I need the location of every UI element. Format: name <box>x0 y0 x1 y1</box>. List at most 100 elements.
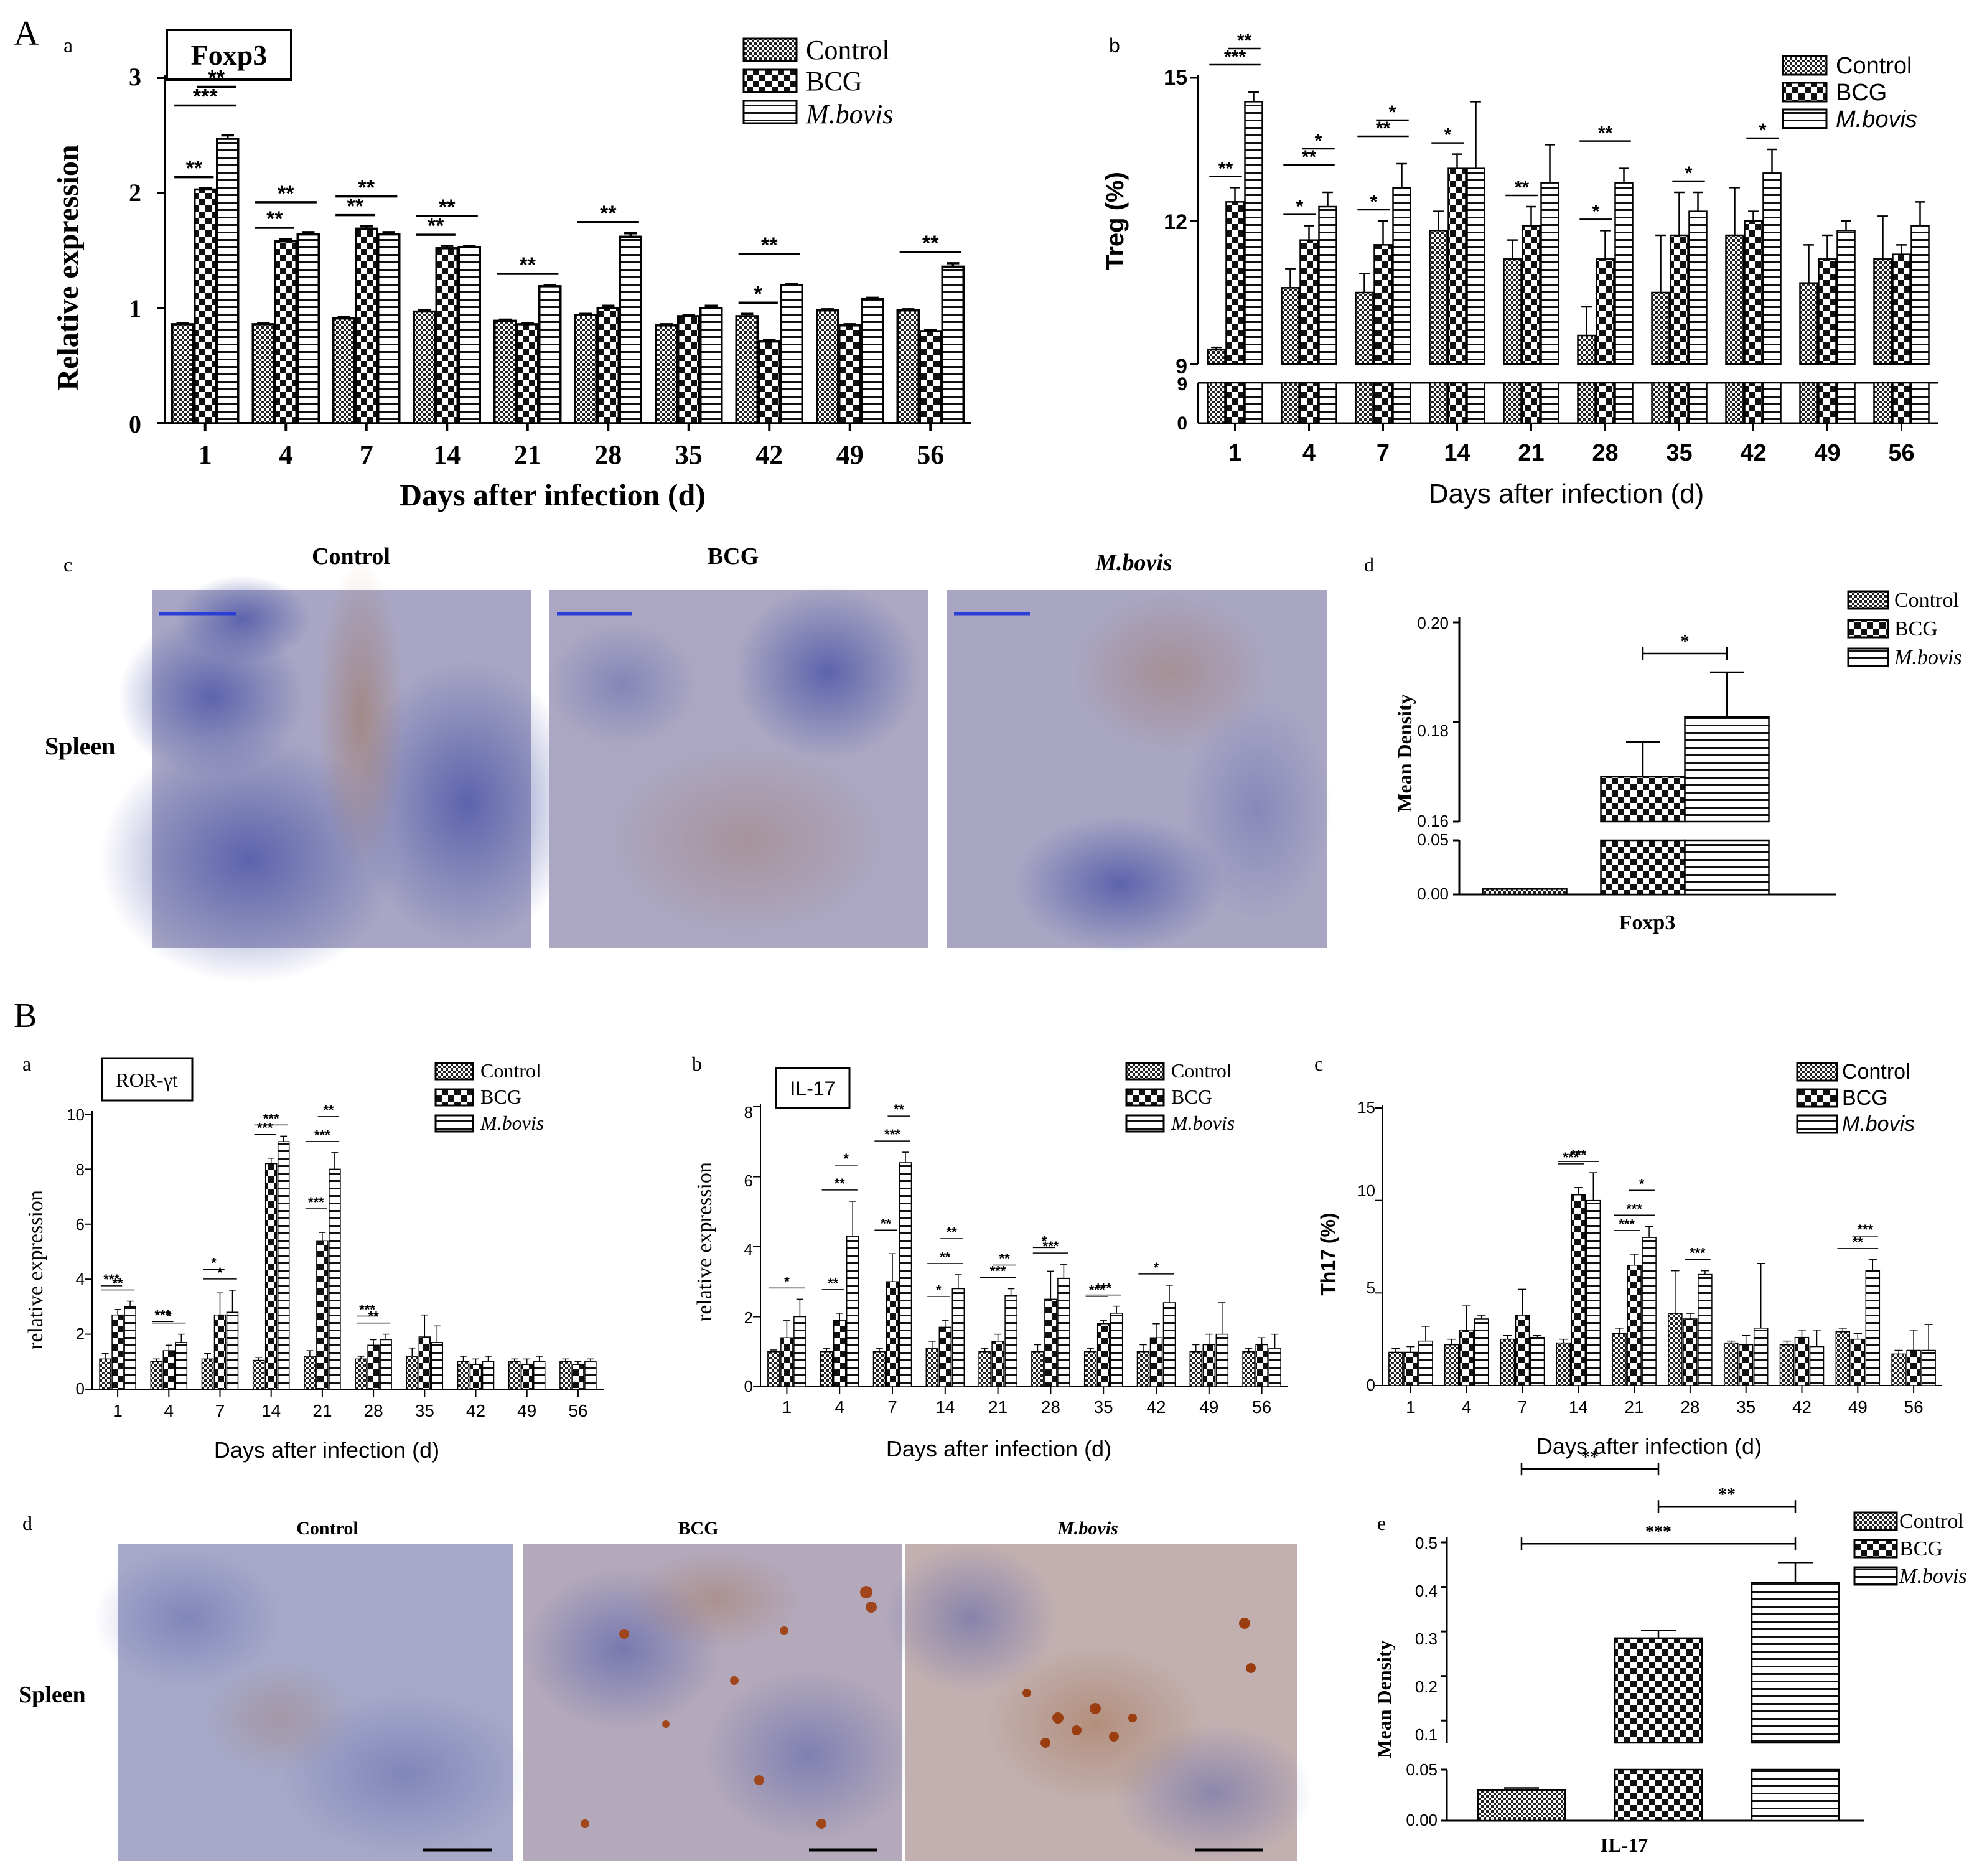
significance-label: *** <box>263 1110 279 1126</box>
y-tick-label: 6 <box>76 1215 85 1234</box>
bar <box>367 1344 380 1390</box>
bar <box>469 1364 482 1390</box>
legend-swatch-bcg <box>1853 1539 1898 1559</box>
x-tick-label: 28 <box>1680 1397 1699 1417</box>
y-axis-label: Mean Density <box>1393 694 1416 812</box>
bar-lower-segment <box>1447 382 1467 424</box>
bar <box>493 319 517 424</box>
bar <box>252 1359 265 1390</box>
bar <box>951 1288 965 1387</box>
significance-label: ** <box>1237 30 1252 51</box>
bar <box>406 1356 419 1390</box>
legend-label: BCG <box>1899 1537 1943 1560</box>
significance-label: * <box>1389 102 1396 123</box>
bar <box>1477 1789 1566 1822</box>
y-tick-label: 9 <box>1176 355 1187 378</box>
micrograph-control <box>93 1544 529 1861</box>
y-tick-label: 0 <box>129 410 141 438</box>
legend-swatch-mbovis <box>1853 1566 1898 1586</box>
x-tick-label: 7 <box>1377 440 1390 466</box>
significance-label: ** <box>1853 1234 1864 1250</box>
significance-label: ** <box>600 202 617 225</box>
y-axis-label: Relative expression <box>52 144 85 390</box>
significance-label: ** <box>278 182 294 205</box>
significance-label: ** <box>947 1224 958 1240</box>
bar <box>1225 201 1245 365</box>
bar <box>1684 716 1770 823</box>
bar <box>1688 210 1708 365</box>
significance-label: * <box>211 1255 217 1270</box>
legend: Control BCG M.bovis <box>1847 589 1962 669</box>
bar <box>213 1314 227 1390</box>
legend-swatch-mbovis <box>742 100 798 124</box>
legend: Control BCG M.bovis <box>1853 1510 1967 1588</box>
y-tick-label: 0.1 <box>1415 1725 1438 1744</box>
bar <box>655 324 678 424</box>
significance-label: * <box>936 1282 942 1298</box>
bar <box>251 323 275 424</box>
significance-label: *** <box>1645 1522 1671 1542</box>
significance-label: ** <box>323 1102 334 1118</box>
significance-label: *** <box>1857 1222 1873 1237</box>
stained-cells <box>1022 1618 1256 1748</box>
significance-label: ** <box>1515 177 1530 198</box>
bar <box>1892 253 1911 365</box>
significance-label: ** <box>186 157 203 181</box>
y-tick-label: 0 <box>1367 1376 1375 1394</box>
x-tick-label: 1 <box>113 1401 123 1420</box>
significance-label: ** <box>1218 158 1233 179</box>
panel-letter: d <box>22 1512 32 1534</box>
bar <box>1612 1333 1627 1386</box>
chart-th17-percent: c Control BCG M.bovis Th17 (%) 0 5 10 15… <box>1314 1053 1942 1459</box>
bar <box>175 1342 188 1390</box>
bar <box>413 310 436 424</box>
legend-label: BCG <box>1894 617 1938 640</box>
x-tick-label: 4 <box>279 439 292 470</box>
bar <box>274 240 297 424</box>
bar <box>1503 258 1522 365</box>
x-tick-label: 21 <box>988 1397 1008 1417</box>
panel-letter: b <box>1109 34 1120 57</box>
significance-label: ** <box>208 67 225 90</box>
x-tick-label: 42 <box>755 439 783 470</box>
bar <box>1865 1270 1881 1386</box>
legend: Control BCG M.bovis <box>742 35 894 129</box>
y-tick-label: 10 <box>67 1105 85 1124</box>
significance-label: *** <box>1626 1201 1642 1216</box>
significance-label: * <box>1759 120 1767 141</box>
significance-label: ** <box>894 1102 905 1117</box>
micrograph-mbovis <box>884 1544 1313 1861</box>
significance-label: * <box>166 1309 172 1325</box>
significance-label: *** <box>314 1127 330 1143</box>
legend-swatch-control <box>434 1062 474 1081</box>
legend-label: M.bovis <box>1899 1565 1967 1588</box>
x-tick-label: 21 <box>1625 1397 1644 1417</box>
ihc-foxp3-spleen: c Control BCG M.bovis Spleen <box>45 543 1332 983</box>
bar <box>304 1356 316 1390</box>
panel-letter: e <box>1377 1512 1386 1534</box>
bar <box>124 1306 136 1390</box>
legend-swatch-bcg <box>1125 1088 1165 1107</box>
panel-letter: d <box>1364 553 1374 576</box>
bar <box>418 1336 431 1390</box>
legend-swatch-mbovis <box>1782 108 1828 129</box>
bar-lower-segment <box>1751 1768 1840 1822</box>
bar <box>899 1162 912 1387</box>
legend-label: Control <box>806 35 889 65</box>
significance-label: *** <box>359 1301 375 1317</box>
significance-label: * <box>1042 1233 1047 1249</box>
boxed-title: ROR-γt <box>116 1069 178 1091</box>
bar <box>1751 1582 1840 1744</box>
y-tick-label: 4 <box>76 1270 85 1288</box>
legend-swatch-mbovis <box>434 1114 474 1133</box>
x-axis-label: Days after infection (d) <box>1536 1433 1762 1459</box>
chart-foxp3-relative-expression: a Foxp3 Control BCG M.bovis Relative exp… <box>52 29 971 512</box>
y-tick-label: 8 <box>76 1160 85 1179</box>
bar <box>1540 182 1559 365</box>
bar <box>1392 187 1411 365</box>
bar <box>1189 1351 1203 1387</box>
x-tick-label: 4 <box>164 1401 174 1420</box>
legend-swatch-bcg <box>1796 1088 1838 1108</box>
x-tick-label: 56 <box>568 1401 587 1420</box>
legend-label: BCG <box>806 66 862 96</box>
